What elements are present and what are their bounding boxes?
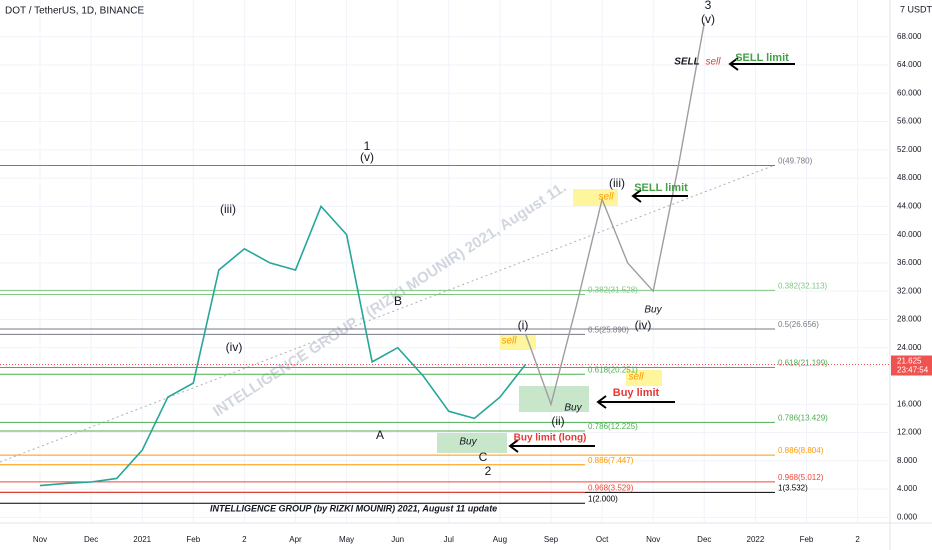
fib-label: 0.5(25.890) [588, 325, 629, 334]
wave-label: B [394, 294, 402, 308]
x-tick-label: Apr [289, 535, 302, 544]
fib-label: 0.5(26.656) [778, 320, 819, 329]
fib-label: 0.886(8.804) [778, 446, 824, 455]
x-tick-label: Jul [444, 535, 454, 544]
x-tick-label: Dec [697, 535, 711, 544]
last-price: 21.625 [897, 357, 922, 366]
wave-label: (v) [701, 12, 715, 26]
x-tick-label: Oct [596, 535, 609, 544]
fib-label: 0.786(12.225) [588, 422, 638, 431]
signal-label: sell [501, 336, 517, 347]
y-tick-label: 24.000 [897, 343, 922, 352]
x-tick-label: May [339, 535, 354, 544]
x-tick-label: Dec [84, 535, 98, 544]
arrow [596, 395, 675, 409]
arrows [508, 57, 795, 453]
axes: 0.000 4.000 8.000 12.000 16.000 24.000 28.000 3… [33, 32, 932, 544]
x-tick-label: Aug [493, 535, 507, 544]
wave-label: (iii) [609, 176, 625, 190]
x-tick-label: Sep [544, 535, 559, 544]
y-tick-label: 0.000 [897, 512, 918, 521]
x-tick-label: Jun [391, 535, 404, 544]
signal-label: SELL limit [735, 52, 789, 64]
fib-label: 0.886(7.447) [588, 456, 634, 465]
y-tick-label: 32.000 [897, 286, 922, 295]
signal-label: Buy limit [613, 387, 660, 399]
series-line [524, 22, 705, 407]
fib-label: 0.618(21.199) [778, 359, 828, 368]
wave-label: A [376, 428, 384, 442]
trend-line [0, 164, 776, 463]
wave-label: (i) [518, 318, 529, 332]
signal-label: SELL [674, 57, 700, 68]
y-tick-label: 68.000 [897, 32, 922, 41]
currency: 7 USDT [900, 4, 932, 14]
wave-label: 3 [705, 0, 712, 12]
fib-label: 0.968(3.529) [588, 484, 634, 493]
chart-title: DOT / TetherUS, 1D, BINANCE [5, 6, 144, 17]
y-tick-label: 12.000 [897, 428, 922, 437]
wave-label: (iii) [220, 202, 236, 216]
signal-label: Buy limit (long) [514, 433, 587, 444]
fib-levels: 0(49.780) 0.382(32.113) 0.5(26.656) 0.618(2… [0, 157, 828, 504]
x-tick-label: 2 [855, 535, 860, 544]
wave-label: (iv) [226, 340, 243, 354]
wave-label: (iv) [635, 318, 652, 332]
series-line [39, 204, 527, 487]
last-price-box [891, 355, 932, 376]
x-tick-label: Feb [800, 535, 814, 544]
signal-label: sell [628, 372, 644, 383]
grid [0, 0, 890, 523]
wave-label: (ii) [551, 414, 564, 428]
x-tick-label: 2 [242, 535, 247, 544]
signal-label: SELL limit [634, 182, 688, 194]
countdown: 23:47:54 [897, 366, 929, 375]
buy-zone [437, 433, 507, 453]
signal-label: sell [598, 192, 614, 203]
wave-label: (v) [360, 150, 374, 164]
wave-label: 2 [485, 464, 492, 478]
signal-label: Buy [644, 305, 662, 316]
y-tick-label: 48.000 [897, 173, 922, 182]
y-tick-label: 8.000 [897, 456, 918, 465]
fib-label: 1(3.532) [778, 483, 808, 492]
fib-label: 1(2.000) [588, 494, 618, 503]
y-tick-label: 40.000 [897, 230, 922, 239]
y-tick-label: 16.000 [897, 399, 922, 408]
y-tick-label: 64.000 [897, 60, 922, 69]
plot [0, 22, 890, 487]
x-tick-label: 2021 [133, 535, 151, 544]
x-tick-label: 2022 [747, 535, 765, 544]
arrow [728, 57, 795, 71]
y-tick-label: 44.000 [897, 201, 922, 210]
sell-zone [573, 189, 618, 206]
x-tick-label: Nov [33, 535, 47, 544]
fib-label: 0(49.780) [778, 157, 813, 166]
fib-label: 0.968(5.012) [778, 473, 824, 482]
signal-label: sell [705, 57, 721, 68]
arrow [508, 439, 595, 453]
sell-zone [626, 370, 662, 386]
fib-label: 0.382(32.113) [778, 281, 828, 290]
x-tick-label: Feb [186, 535, 200, 544]
footer: INTELLIGENCE GROUP (by RIZKI MOUNIR) 202… [210, 503, 497, 513]
wave-label: C [479, 450, 488, 464]
y-tick-label: 52.000 [897, 145, 922, 154]
y-tick-label: 4.000 [897, 484, 918, 493]
y-tick-label: 36.000 [897, 258, 922, 267]
x-tick-label: Nov [646, 535, 660, 544]
fib-label: 0.618(20.251) [588, 365, 638, 374]
signal-label: Buy [564, 403, 582, 414]
annotations: 1 (v) (iii) (iv) B A C 2 (i) (ii) (iii) … [220, 0, 789, 478]
y-tick-label: 60.000 [897, 88, 922, 97]
arrow [631, 189, 688, 203]
wave-label: 1 [364, 139, 371, 153]
y-tick-label: 28.000 [897, 315, 922, 324]
y-tick-label: 56.000 [897, 117, 922, 126]
fib-label: 0.382(31.528) [588, 286, 638, 295]
fib-label: 0.786(13.429) [778, 414, 828, 423]
signal-label: Buy [459, 437, 477, 448]
